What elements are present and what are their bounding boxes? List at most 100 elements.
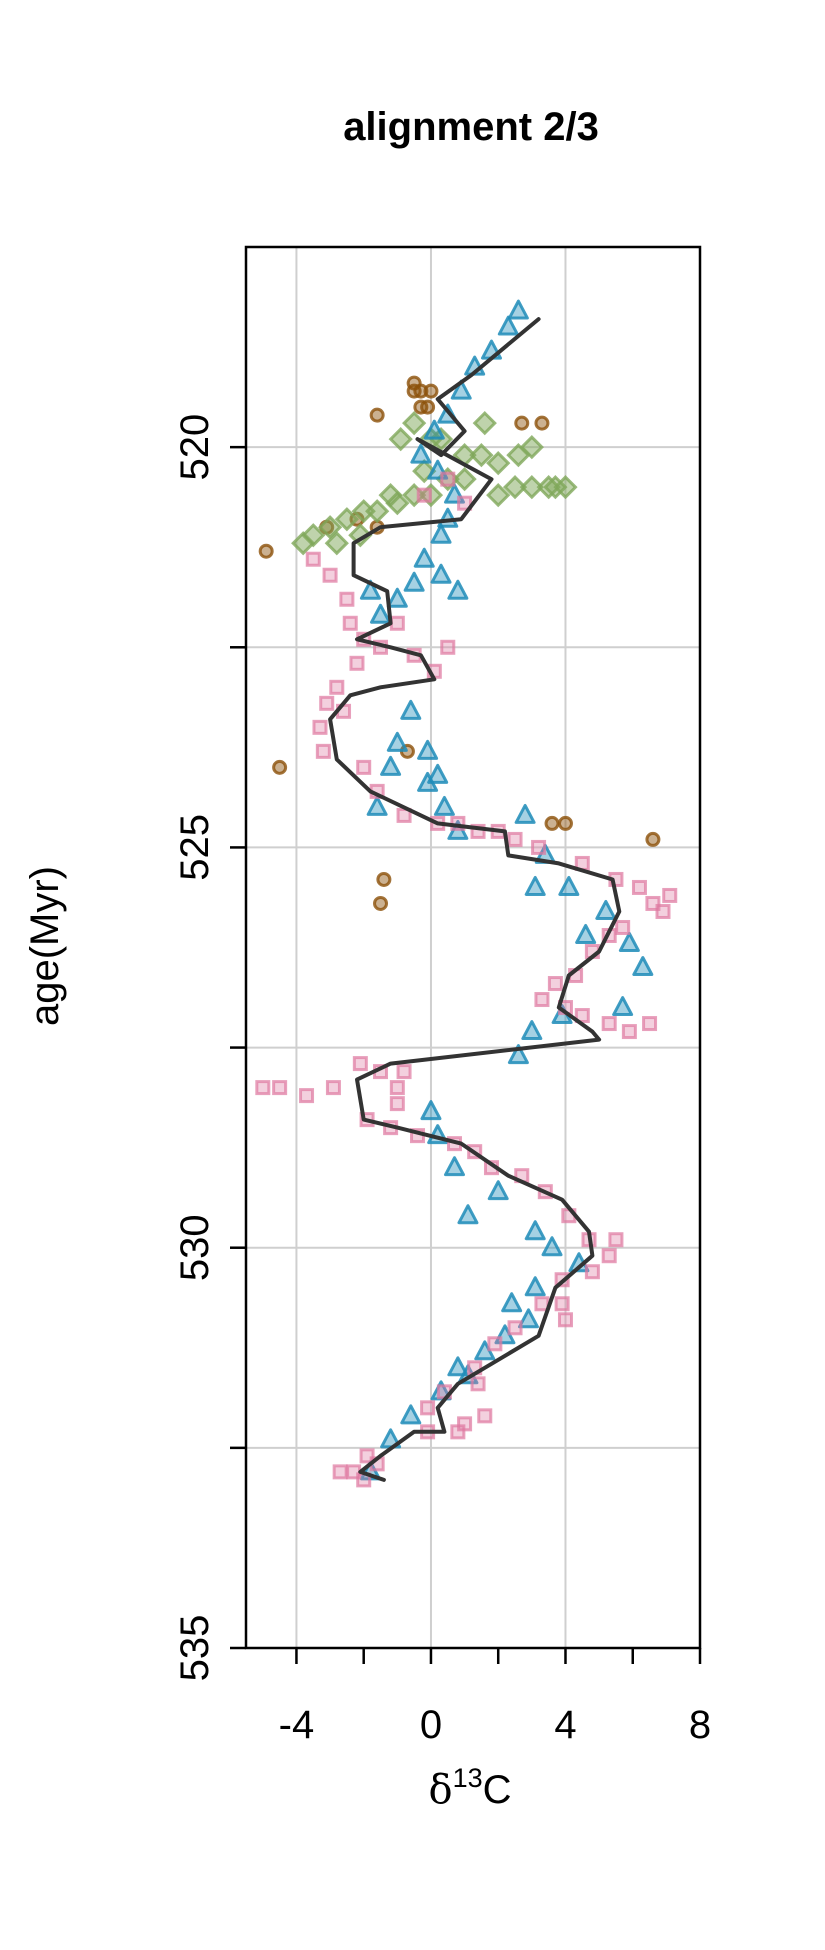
point-triangle — [427, 763, 449, 784]
point-circle — [406, 375, 422, 391]
point-triangle — [444, 1156, 466, 1177]
x-tick-label: 0 — [420, 1703, 442, 1747]
y-tick-label: 525 — [173, 814, 217, 881]
point-square — [662, 887, 678, 903]
point-triangle — [400, 699, 422, 720]
point-triangle — [366, 795, 388, 816]
point-circle — [272, 759, 288, 775]
point-triangle — [386, 731, 408, 752]
point-triangle — [501, 1292, 523, 1313]
point-triangle — [433, 795, 455, 816]
point-triangle — [417, 771, 439, 792]
point-square — [359, 1448, 375, 1464]
point-triangle — [430, 563, 452, 584]
point-circle — [258, 543, 274, 559]
point-triangle — [575, 923, 597, 944]
point-square — [631, 879, 647, 895]
point-triangle — [521, 1020, 543, 1041]
point-diamond — [324, 531, 349, 556]
point-square — [349, 655, 365, 671]
point-square — [420, 1400, 436, 1416]
x-tick-label: -4 — [279, 1703, 315, 1747]
point-triangle — [524, 1276, 546, 1297]
point-circle — [645, 831, 661, 847]
point-square — [329, 679, 345, 695]
point-square — [584, 1264, 600, 1280]
x-axis-title-superscript: 13 — [453, 1763, 483, 1793]
point-triangle — [487, 1180, 509, 1201]
point-square — [608, 1232, 624, 1248]
x-axis-title-suffix: C — [483, 1768, 512, 1812]
axes: -4 0 4 8 520 525 530 535 — [173, 245, 711, 1747]
point-triangle — [410, 443, 432, 464]
point-triangle — [437, 507, 459, 528]
point-triangle — [403, 571, 425, 592]
point-square — [655, 903, 671, 919]
point-circle — [369, 407, 385, 423]
point-square — [507, 1320, 523, 1336]
point-square — [507, 831, 523, 847]
point-triangle — [524, 1220, 546, 1241]
point-triangle — [400, 1404, 422, 1425]
point-diamond — [519, 475, 544, 500]
plot-frame — [244, 245, 702, 1650]
point-diamond — [486, 451, 511, 476]
point-triangle — [423, 419, 445, 440]
point-square — [615, 919, 631, 935]
point-triangle — [417, 739, 439, 760]
point-square — [352, 1056, 368, 1072]
point-diamond — [519, 435, 544, 460]
point-square — [389, 1096, 405, 1112]
point-square — [322, 567, 338, 583]
point-diamond — [502, 475, 528, 500]
x-tick-label: 8 — [689, 1703, 711, 1747]
point-diamond — [388, 427, 413, 452]
point-triangle — [380, 755, 402, 776]
chart-title: alignment 2/3 — [343, 105, 599, 149]
trend-line — [328, 317, 622, 1482]
point-diamond — [486, 483, 511, 508]
point-square — [332, 1464, 348, 1480]
point-diamond — [553, 475, 578, 500]
y-tick-label: 530 — [173, 1214, 217, 1281]
point-triangle — [517, 1308, 539, 1329]
point-diamond — [469, 443, 494, 468]
point-triangle — [558, 875, 580, 896]
point-diamond — [365, 499, 390, 524]
point-triangle — [370, 603, 392, 624]
point-circle — [544, 815, 560, 831]
point-triangle — [497, 315, 519, 336]
point-square — [534, 992, 550, 1008]
point-triangle — [541, 1236, 563, 1257]
point-triangle — [507, 1044, 529, 1065]
point-triangle — [595, 899, 617, 920]
point-square — [342, 615, 358, 631]
point-square — [457, 495, 473, 511]
point-diamond — [378, 483, 403, 508]
point-triangle — [618, 931, 640, 952]
data-series — [255, 299, 678, 1488]
point-square — [396, 1064, 412, 1080]
point-triangle — [413, 547, 435, 568]
point-square — [534, 1296, 550, 1312]
point-square — [416, 487, 432, 503]
point-square — [319, 695, 335, 711]
point-square — [457, 1416, 473, 1432]
point-square — [554, 1296, 570, 1312]
point-square — [601, 1016, 617, 1032]
point-triangle — [612, 996, 634, 1017]
point-diamond — [402, 411, 427, 436]
y-tick-label: 520 — [173, 414, 217, 481]
point-diamond — [334, 507, 360, 532]
point-square — [574, 1008, 590, 1024]
point-triangle — [514, 803, 536, 824]
point-triangle — [447, 1356, 469, 1377]
x-axis-title-delta: δ — [428, 1767, 452, 1813]
point-square — [305, 551, 321, 567]
x-tick-label: 4 — [554, 1703, 576, 1747]
point-triangle — [507, 299, 529, 320]
point-square — [477, 1408, 493, 1424]
y-axis-title: age(Myr) — [23, 866, 67, 1026]
point-square — [389, 1080, 405, 1096]
